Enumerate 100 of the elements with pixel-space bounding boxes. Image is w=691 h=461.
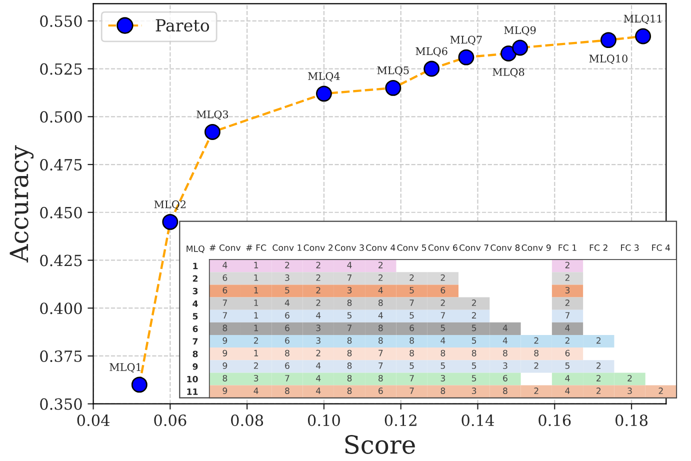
data-label: 7	[222, 300, 227, 306]
data-label: 2	[254, 337, 258, 344]
y-tick-label: 0.450	[40, 206, 82, 218]
data-label: 3	[472, 388, 476, 394]
x-tick-label: # FC	[246, 244, 266, 251]
x-tick-label: FC 2	[590, 244, 608, 251]
data-label: 2	[316, 262, 320, 268]
data-label: 7	[440, 312, 445, 318]
data-label: 5	[285, 287, 290, 294]
data-label: 1	[254, 262, 258, 268]
data-label: 2	[316, 274, 320, 281]
data-label: 1	[254, 312, 258, 318]
data-label: 8	[440, 388, 446, 394]
data-label: 9	[222, 337, 228, 344]
annotation: MLQ5	[377, 66, 409, 76]
x-tick-label: 0.12	[384, 414, 416, 426]
data-label: 2	[596, 388, 601, 394]
data-label: 2	[565, 300, 570, 306]
data-label: 4	[378, 312, 383, 318]
data-label: 8	[440, 350, 446, 356]
data-label: 3	[347, 286, 352, 294]
data-label: 2	[440, 300, 445, 306]
data-label: 4	[502, 337, 508, 344]
data-label: 8	[347, 374, 352, 382]
data-label: 1	[254, 324, 258, 332]
data-label: 5	[472, 375, 476, 382]
data-label: 2	[440, 274, 445, 281]
data-label: 2	[378, 274, 383, 281]
y-tick-label: 7	[192, 338, 198, 345]
y-tick-label: 0.425	[40, 254, 82, 266]
data-label: 3	[285, 274, 290, 281]
data-label: 2	[285, 262, 290, 268]
annotation: MLQ9	[504, 26, 536, 36]
annotation: MLQ11	[624, 14, 662, 24]
data-label: 6	[285, 362, 290, 369]
data-label: 4	[565, 388, 570, 394]
y-tick-label: 2	[192, 275, 198, 282]
data-label: 2	[534, 337, 538, 344]
data-label: 4	[502, 324, 508, 332]
data-label: 2	[534, 362, 538, 369]
data-label: 6	[222, 274, 228, 281]
y-tick-label: 9	[192, 363, 198, 370]
x-tick-label: 0.14	[462, 414, 494, 426]
data-label: 9	[222, 350, 228, 356]
data-label: 6	[410, 324, 414, 332]
data-label: 1	[254, 287, 258, 294]
data-label: 2	[596, 362, 601, 369]
x-tick-label: Conv 2	[304, 244, 333, 251]
x-tick-label: FC 4	[652, 244, 670, 251]
data-label: 6	[285, 324, 290, 332]
x-tick-label: 0.10	[308, 414, 340, 426]
data-label: 2	[534, 388, 538, 394]
data-label: 4	[440, 337, 446, 344]
annotation: MLQ8	[492, 68, 524, 78]
data-label: 8	[378, 374, 383, 382]
y-tick-label: 8	[192, 350, 198, 358]
data-label: 2	[472, 312, 476, 318]
data-label: 7	[565, 312, 570, 318]
annotation: MLQ4	[308, 72, 340, 82]
x-tick-label: 0.18	[616, 414, 648, 426]
data-label: 2	[565, 262, 570, 268]
data-label: 8	[347, 350, 352, 356]
annotation: MLQ10	[589, 54, 628, 64]
x-tick-label: Conv 8	[490, 244, 520, 251]
data-label: 6	[222, 286, 228, 294]
data-label: 3	[503, 362, 508, 369]
data-label: 8	[347, 388, 352, 394]
data-label: 3	[316, 337, 320, 344]
y-tick-label: 0.375	[40, 350, 82, 362]
data-label: 4	[316, 388, 321, 394]
legend-label: Pareto	[156, 19, 210, 32]
x-tick-label: Conv 9	[522, 244, 551, 251]
data-label: 8	[503, 388, 508, 394]
data-label: 5	[472, 337, 476, 344]
data-label: 2	[254, 362, 258, 369]
data-label: 6	[285, 337, 290, 344]
data-label: 5	[347, 312, 352, 319]
x-tick-label: FC 3	[621, 244, 639, 251]
data-label: 5	[565, 362, 570, 369]
data-label: 8	[347, 362, 352, 369]
x-tick-label: Conv 5	[397, 244, 426, 251]
y-tick-label: 0.400	[40, 302, 82, 314]
y-tick-label: 11	[187, 388, 198, 395]
data-label: 8	[347, 300, 352, 306]
y-tick-label: 0.500	[40, 111, 82, 123]
data-label: 2	[410, 274, 414, 281]
x-tick-label: Conv 7	[460, 244, 488, 251]
data-label: 1	[254, 300, 258, 306]
data-label: 3	[254, 374, 258, 382]
data-label: 8	[378, 337, 383, 344]
data-label: 2	[316, 300, 320, 306]
data-label: 4	[565, 375, 570, 382]
data-label: 6	[285, 312, 290, 319]
annotation: MLQ2	[154, 200, 186, 210]
data-label: 4	[222, 262, 228, 268]
data-label: 4	[378, 287, 383, 294]
x-tick-label: 0.16	[538, 414, 571, 426]
y-tick-label: 10	[187, 376, 198, 382]
data-label: 6	[440, 286, 446, 294]
annotation: MLQ1	[110, 363, 140, 373]
